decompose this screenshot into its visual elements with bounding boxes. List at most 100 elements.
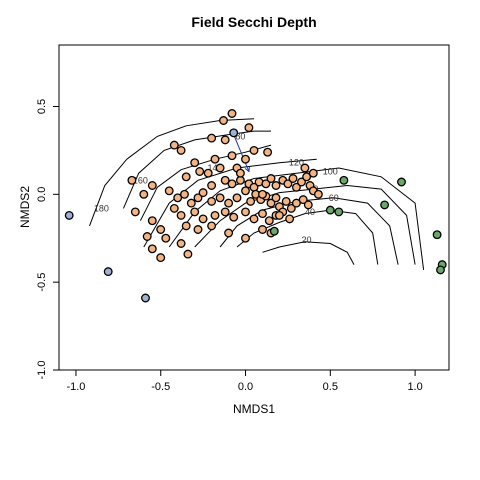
point-orange-1 bbox=[219, 116, 228, 125]
point-orange-86 bbox=[161, 233, 171, 243]
point-orange-62 bbox=[169, 203, 179, 213]
point-orange-38 bbox=[308, 168, 318, 178]
point-orange-93 bbox=[130, 207, 140, 217]
gradient-arrow bbox=[233, 134, 250, 172]
point-orange-20 bbox=[227, 179, 237, 189]
contour-line-4 bbox=[168, 167, 425, 270]
contour-label-4: 100 bbox=[323, 166, 338, 176]
contour-line-1 bbox=[236, 209, 379, 265]
plot-frame bbox=[58, 44, 450, 371]
point-orange-65 bbox=[198, 214, 208, 224]
point-orange-78 bbox=[181, 221, 191, 231]
x-axis: -1.0 -0.5 0.0 0.5 1.0 bbox=[66, 369, 423, 393]
chart-title: Field Secchi Depth bbox=[191, 14, 316, 30]
point-green-3 bbox=[325, 205, 335, 215]
contour-label-7: 160 bbox=[133, 175, 148, 185]
point-orange-81 bbox=[224, 228, 234, 238]
point-orange-10 bbox=[263, 147, 273, 157]
point-blue-3 bbox=[229, 128, 239, 138]
x-tick-label-0: -1.0 bbox=[66, 381, 85, 393]
point-blue-1 bbox=[103, 267, 113, 277]
point-orange-66 bbox=[210, 210, 220, 220]
data-points bbox=[64, 109, 447, 303]
x-tick-label-4: 1.0 bbox=[407, 381, 422, 393]
point-orange-25 bbox=[261, 179, 271, 189]
point-orange-42 bbox=[186, 198, 196, 208]
point-orange-27 bbox=[271, 181, 281, 190]
point-orange-16 bbox=[241, 154, 250, 164]
contour-label-9: 80 bbox=[235, 131, 245, 141]
y-tick-label-1: -0.5 bbox=[36, 273, 48, 292]
contour-line-2 bbox=[219, 197, 399, 265]
contour-label-1: 40 bbox=[305, 207, 315, 217]
point-orange-95 bbox=[235, 168, 245, 178]
point-orange-54 bbox=[266, 198, 276, 208]
point-orange-79 bbox=[193, 225, 203, 234]
point-orange-83 bbox=[258, 225, 267, 234]
contour-label-0: 20 bbox=[302, 235, 312, 245]
point-orange-47 bbox=[224, 198, 234, 208]
point-orange-33 bbox=[302, 172, 312, 182]
point-orange-3 bbox=[220, 135, 230, 145]
point-orange-18 bbox=[220, 175, 230, 185]
x-tick-label-2: 0.0 bbox=[238, 381, 253, 393]
point-orange-5 bbox=[169, 140, 179, 150]
point-orange-88 bbox=[147, 244, 157, 254]
point-blue-0 bbox=[64, 210, 74, 220]
point-orange-69 bbox=[241, 207, 250, 217]
point-orange-49 bbox=[241, 186, 250, 196]
point-orange-39 bbox=[164, 186, 174, 196]
y-tick-label-2: 0.0 bbox=[36, 187, 48, 202]
contour-label-8: 180 bbox=[94, 203, 109, 213]
point-orange-43 bbox=[193, 193, 203, 203]
point-green-0 bbox=[339, 175, 349, 185]
point-orange-29 bbox=[283, 179, 293, 189]
x-tick-label-1: -0.5 bbox=[151, 381, 170, 393]
point-orange-44 bbox=[198, 188, 208, 198]
point-orange-57 bbox=[281, 196, 291, 206]
point-orange-60 bbox=[298, 195, 308, 205]
point-orange-50 bbox=[246, 196, 256, 206]
point-orange-94 bbox=[127, 175, 137, 185]
point-orange-19 bbox=[207, 181, 217, 190]
point-orange-26 bbox=[266, 174, 276, 183]
point-blue-2 bbox=[141, 293, 150, 303]
gradient-arrow-head bbox=[244, 166, 250, 173]
contour-label-6: 140 bbox=[207, 163, 222, 173]
point-green-6 bbox=[269, 226, 279, 236]
point-orange-76 bbox=[147, 216, 157, 226]
point-orange-55 bbox=[271, 193, 281, 203]
point-orange-48 bbox=[232, 193, 242, 203]
point-orange-85 bbox=[142, 232, 152, 241]
contour-label-2: 60 bbox=[329, 193, 339, 203]
contour-line-5 bbox=[143, 158, 317, 248]
x-tick-label-3: 0.5 bbox=[323, 381, 338, 393]
contour-line-0 bbox=[262, 241, 355, 265]
point-orange-64 bbox=[190, 207, 200, 217]
point-orange-31 bbox=[291, 182, 301, 192]
point-orange-67 bbox=[220, 207, 230, 217]
point-orange-59 bbox=[291, 198, 301, 208]
point-orange-72 bbox=[264, 216, 274, 226]
point-orange-4 bbox=[207, 133, 217, 143]
point-orange-30 bbox=[288, 174, 298, 183]
point-orange-68 bbox=[229, 212, 239, 222]
point-orange-8 bbox=[227, 151, 237, 161]
point-orange-13 bbox=[203, 168, 213, 178]
point-orange-37 bbox=[300, 163, 310, 173]
point-green-1 bbox=[397, 177, 406, 187]
point-orange-7 bbox=[210, 154, 220, 164]
point-orange-32 bbox=[297, 177, 306, 187]
point-orange-36 bbox=[313, 189, 323, 199]
point-orange-75 bbox=[285, 214, 295, 224]
y-tick-label-3: 0.5 bbox=[36, 99, 48, 114]
y-axis: -1.0 -0.5 0.0 0.5 bbox=[36, 99, 60, 379]
point-orange-61 bbox=[303, 200, 313, 210]
point-orange-90 bbox=[183, 249, 193, 259]
point-orange-6 bbox=[176, 145, 186, 155]
point-orange-77 bbox=[156, 225, 166, 234]
point-orange-41 bbox=[180, 189, 189, 199]
point-orange-96 bbox=[258, 189, 267, 199]
point-orange-92 bbox=[147, 181, 157, 190]
